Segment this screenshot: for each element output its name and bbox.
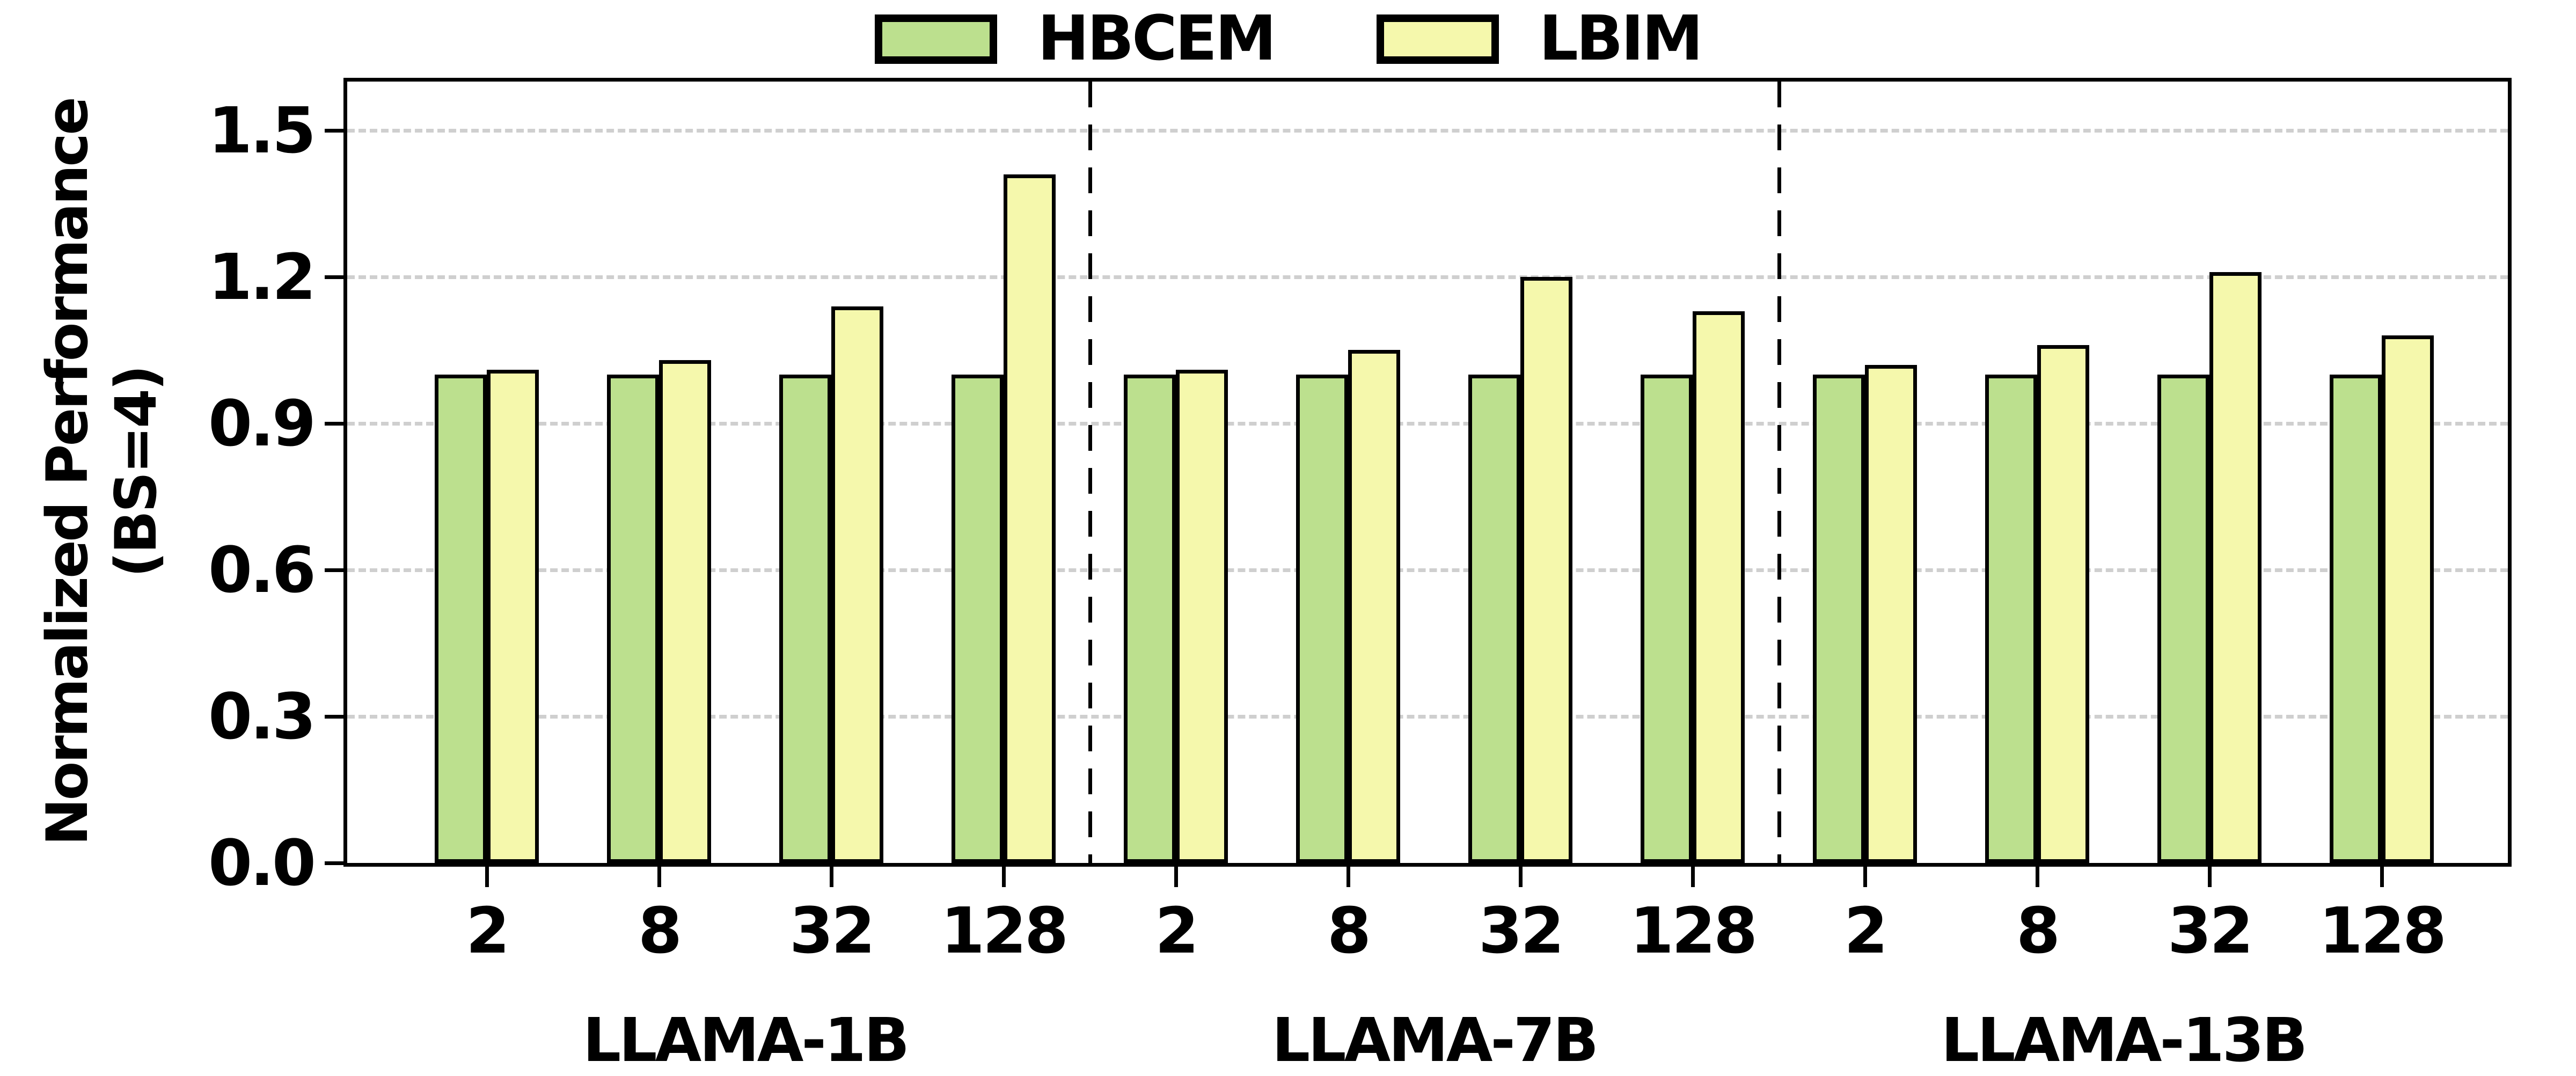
gridline — [347, 422, 2508, 426]
y-tick-label: 0.0 — [208, 826, 316, 900]
bar-hbcem — [2157, 375, 2209, 863]
legend-swatch-lbim-icon — [1376, 14, 1499, 64]
bar-hbcem — [1296, 375, 1348, 863]
x-tick-mark — [830, 867, 833, 887]
bar-hbcem — [435, 375, 487, 863]
bar-hbcem — [1813, 375, 1865, 863]
bar-lbim — [2209, 272, 2262, 863]
x-tick-mark — [2208, 867, 2212, 887]
x-group-label: LLAMA-1B — [582, 1006, 910, 1075]
x-tick-label: 8 — [638, 894, 682, 968]
y-tick-label: 1.2 — [208, 240, 316, 314]
x-tick-mark — [2380, 867, 2384, 887]
bar-lbim — [831, 306, 883, 863]
x-tick-label: 128 — [1629, 894, 1758, 968]
bar-hbcem — [2330, 375, 2382, 863]
y-tick-mark — [325, 422, 343, 426]
x-tick-label: 8 — [1327, 894, 1371, 968]
x-tick-label: 2 — [465, 894, 510, 968]
gridline — [347, 275, 2508, 279]
group-separator — [1777, 82, 1781, 863]
x-tick-mark — [1002, 867, 1006, 887]
gridline — [347, 568, 2508, 572]
bar-lbim — [487, 370, 539, 863]
gridline — [347, 715, 2508, 719]
x-tick-label: 128 — [2318, 894, 2447, 968]
legend-item-lbim: LBIM — [1376, 3, 1703, 75]
legend: HBCEM LBIM — [0, 0, 2576, 78]
bar-lbim — [659, 360, 711, 863]
legend-item-hbcem: HBCEM — [875, 3, 1277, 75]
y-tick-label: 0.3 — [208, 679, 316, 753]
x-tick-label: 8 — [2016, 894, 2060, 968]
x-tick-label: 2 — [1843, 894, 1888, 968]
x-tick-label: 32 — [2167, 894, 2253, 968]
gridline — [347, 129, 2508, 133]
x-group-label: LLAMA-13B — [1941, 1006, 2308, 1075]
y-tick-label: 0.6 — [208, 533, 316, 607]
bar-lbim — [1693, 311, 1745, 863]
bar-hbcem — [1124, 375, 1176, 863]
x-tick-label: 32 — [789, 894, 875, 968]
x-tick-label: 2 — [1154, 894, 1199, 968]
bar-lbim — [2037, 345, 2089, 863]
bar-lbim — [1004, 174, 1056, 863]
y-tick-label: 1.5 — [208, 93, 316, 167]
bar-lbim — [1176, 370, 1228, 863]
y-tick-label: 0.9 — [208, 386, 316, 460]
bar-lbim — [1348, 350, 1400, 863]
x-tick-label: 128 — [940, 894, 1069, 968]
x-tick-mark — [1691, 867, 1695, 887]
bar-hbcem — [607, 375, 659, 863]
plot-area — [343, 78, 2512, 867]
y-tick-mark — [325, 129, 343, 133]
x-tick-mark — [2036, 867, 2039, 887]
legend-label-hbcem: HBCEM — [1037, 3, 1276, 75]
bar-lbim — [2382, 335, 2434, 863]
legend-label-lbim: LBIM — [1539, 3, 1703, 75]
x-tick-label: 32 — [1478, 894, 1564, 968]
bar-hbcem — [952, 375, 1004, 863]
y-tick-mark — [325, 568, 343, 572]
x-tick-mark — [1346, 867, 1350, 887]
y-tick-mark — [325, 861, 343, 865]
y-tick-mark — [325, 275, 343, 279]
group-separator — [1088, 82, 1092, 863]
x-tick-mark — [1863, 867, 1867, 887]
bar-lbim — [1865, 365, 1917, 863]
x-tick-mark — [657, 867, 661, 887]
x-tick-mark — [1174, 867, 1178, 887]
x-tick-mark — [1519, 867, 1523, 887]
bar-hbcem — [779, 375, 831, 863]
bar-hbcem — [1468, 375, 1520, 863]
bar-lbim — [1520, 277, 1572, 863]
x-group-label: LLAMA-7B — [1271, 1006, 1599, 1075]
legend-swatch-hbcem-icon — [875, 14, 998, 64]
y-tick-mark — [325, 715, 343, 719]
x-tick-mark — [485, 867, 489, 887]
bar-hbcem — [1985, 375, 2037, 863]
bar-hbcem — [1641, 375, 1693, 863]
